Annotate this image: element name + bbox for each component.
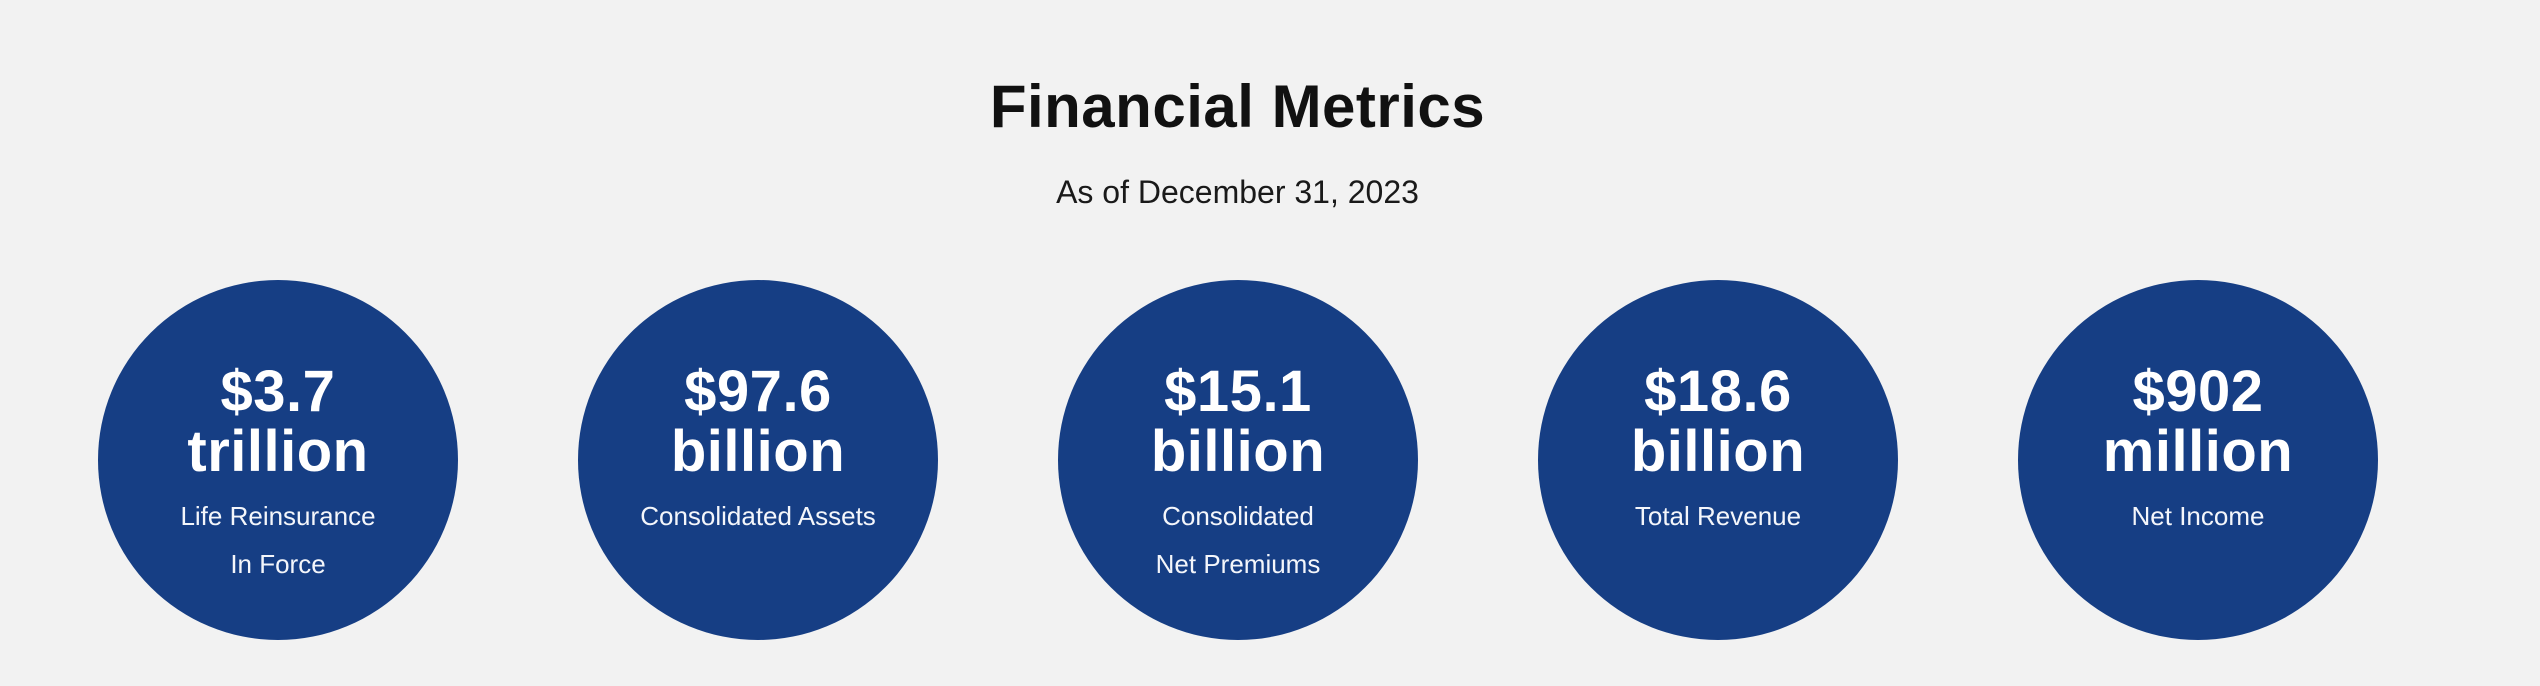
metric-label-line1: Total Revenue: [1634, 501, 1802, 531]
metric-total-revenue: $18.6 billion Total Revenue: [1538, 280, 1898, 640]
metric-life-reinsurance: $3.7 trillion Life Reinsurance In Force: [98, 280, 458, 640]
metric-value-amount: $3.7: [220, 359, 336, 424]
metric-value-unit: billion: [1150, 419, 1326, 484]
metric-value-amount: $97.6: [684, 359, 832, 424]
metric-value-unit: trillion: [187, 419, 369, 484]
page-title: Financial Metrics: [989, 73, 1486, 140]
metric-label: Consolidated Net Premiums: [1078, 492, 1398, 588]
metric-value: $3.7 trillion: [98, 362, 458, 482]
metric-value-amount: $18.6: [1644, 359, 1792, 424]
metric-value-unit: billion: [1630, 419, 1806, 484]
metric-value: $902 million: [2018, 362, 2378, 482]
metric-value: $18.6 billion: [1538, 362, 1898, 482]
page-subtitle: As of December 31, 2023: [1056, 174, 1419, 210]
metric-label-line2: In Force: [230, 549, 326, 579]
metric-value-amount: $15.1: [1164, 359, 1312, 424]
metric-label-line1: Consolidated Assets: [640, 501, 876, 531]
metric-label: Consolidated Assets: [598, 492, 918, 540]
metric-value-unit: million: [2102, 419, 2294, 484]
metric-label-line1: Net Income: [2131, 501, 2265, 531]
metric-label-line2: Net Premiums: [1155, 549, 1321, 579]
metric-value-amount: $902: [2132, 359, 2264, 424]
metric-value: $97.6 billion: [578, 362, 938, 482]
metric-consolidated-net-premiums: $15.1 billion Consolidated Net Premiums: [1058, 280, 1418, 640]
metric-consolidated-assets: $97.6 billion Consolidated Assets: [578, 280, 938, 640]
metric-label-line1: Consolidated: [1162, 501, 1314, 531]
metric-label-line1: Life Reinsurance: [180, 501, 376, 531]
metric-net-income: $902 million Net Income: [2018, 280, 2378, 640]
metric-label: Net Income: [2038, 492, 2358, 540]
metric-value-unit: billion: [670, 419, 846, 484]
metric-label: Total Revenue: [1558, 492, 1878, 540]
metrics-row: $3.7 trillion Life Reinsurance In Force …: [0, 280, 2540, 642]
metric-value: $15.1 billion: [1058, 362, 1418, 482]
metric-label: Life Reinsurance In Force: [118, 492, 438, 588]
